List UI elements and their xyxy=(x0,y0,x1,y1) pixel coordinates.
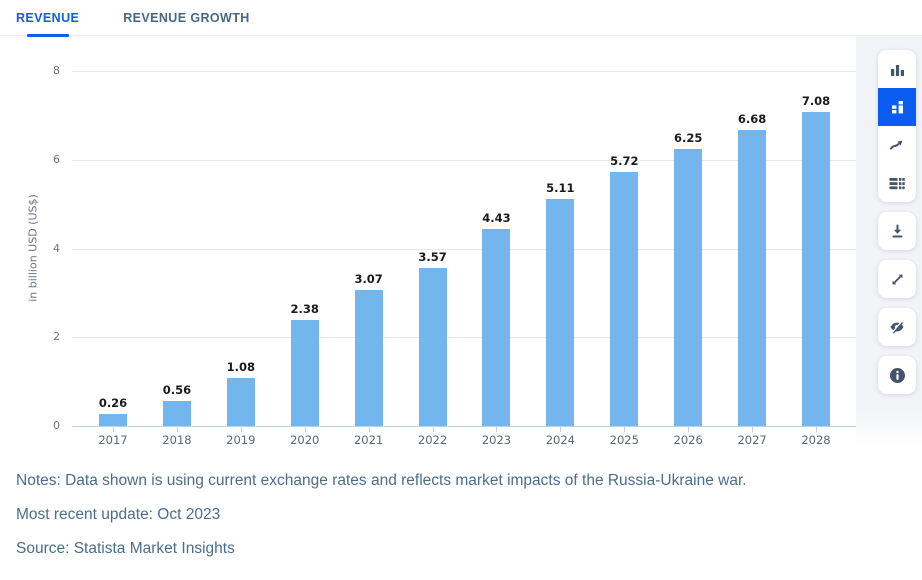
x-axis-label: 2024 xyxy=(545,433,575,447)
bar-2024[interactable] xyxy=(546,199,575,426)
download-icon[interactable] xyxy=(878,212,916,250)
tab-revenue-growth-label: REVENUE GROWTH xyxy=(123,10,250,25)
bar-2023[interactable] xyxy=(482,229,511,426)
info-icon[interactable] xyxy=(878,356,916,394)
x-axis-label: 2026 xyxy=(673,433,703,447)
gridline xyxy=(72,159,856,161)
x-axis-label: 2017 xyxy=(98,433,128,447)
gridline xyxy=(72,248,856,250)
x-axis-tick xyxy=(752,427,754,432)
download-card xyxy=(878,212,916,250)
chart-notes: Notes: Data shown is using current excha… xyxy=(16,470,902,572)
y-tick-label: 6 xyxy=(53,152,60,166)
bar-value-label: 5.11 xyxy=(546,181,575,196)
x-axis-tick xyxy=(816,427,817,432)
x-axis-label: 2025 xyxy=(609,433,639,447)
bar-value-label: 0.56 xyxy=(162,383,192,398)
bar-value-label: 6.25 xyxy=(673,130,703,145)
x-axis-tick xyxy=(496,427,498,432)
expand-card xyxy=(878,260,916,298)
bar-value-label: 6.68 xyxy=(737,111,767,126)
x-axis-tick xyxy=(113,427,114,432)
chart-plot: in billion USD (US$) 0 2 4 6 8 0.26 2017 0.56 20… xyxy=(27,64,856,447)
x-axis-label: 2028 xyxy=(801,433,831,447)
bar-value-label: 3.57 xyxy=(418,249,447,264)
y-tick-label: 8 xyxy=(53,64,60,77)
tab-revenue[interactable]: REVENUE xyxy=(16,0,80,37)
bar-value-label: 1.08 xyxy=(226,360,255,375)
bar-value-label: 3.07 xyxy=(354,271,383,286)
bar-2017[interactable] xyxy=(99,414,127,426)
chart-toolbar xyxy=(878,50,916,394)
hide-card xyxy=(878,308,916,346)
source-line: Source: Statista Market Insights xyxy=(16,540,235,557)
x-axis-tick xyxy=(688,427,690,432)
y-tick-label: 4 xyxy=(53,241,60,255)
tab-bar: REVENUE REVENUE GROWTH xyxy=(0,0,922,37)
x-axis-tick xyxy=(432,427,434,432)
tab-revenue-growth[interactable]: REVENUE GROWTH xyxy=(123,0,249,36)
data-table-icon[interactable] xyxy=(878,164,916,202)
x-axis-tick xyxy=(240,427,242,432)
x-axis-tick xyxy=(560,427,562,432)
bar-2025[interactable] xyxy=(610,172,639,426)
column-blocks-icon[interactable] xyxy=(878,88,916,126)
x-axis-label: 2023 xyxy=(481,433,512,447)
bar-2019[interactable] xyxy=(226,378,255,426)
gridline xyxy=(72,71,856,72)
x-axis-line xyxy=(72,426,856,427)
x-axis-label: 2022 xyxy=(417,433,448,447)
bar-2026[interactable] xyxy=(674,148,703,426)
y-tick-label: 2 xyxy=(53,330,60,344)
info-card xyxy=(878,356,916,394)
bar-2028[interactable] xyxy=(802,111,830,426)
expand-icon[interactable] xyxy=(878,260,916,298)
view-switcher-card xyxy=(878,50,916,202)
bar-2022[interactable] xyxy=(418,267,447,426)
y-tick-label: 0 xyxy=(53,419,60,432)
hide-eye-icon[interactable] xyxy=(878,308,916,346)
bar-value-label: 4.43 xyxy=(482,211,511,226)
active-tab-underline xyxy=(26,33,69,37)
bar-2027[interactable] xyxy=(738,129,767,426)
x-axis-label: 2018 xyxy=(162,433,192,447)
x-axis-label: 2020 xyxy=(290,433,320,447)
tab-revenue-label: REVENUE xyxy=(16,10,80,25)
bar-2021[interactable] xyxy=(354,289,383,426)
bar-2018[interactable] xyxy=(162,401,191,426)
update-line: Most recent update: Oct 2023 xyxy=(16,506,221,523)
x-axis-label: 2019 xyxy=(226,433,256,447)
x-axis-tick xyxy=(624,427,626,432)
bar-value-label: 7.08 xyxy=(801,93,831,108)
bar-chart-icon[interactable] xyxy=(878,50,916,88)
x-axis-tick xyxy=(176,427,178,432)
gridline xyxy=(72,337,856,339)
bar-value-label: 0.26 xyxy=(98,396,128,411)
x-axis-tick xyxy=(304,427,306,432)
bar-value-label: 5.72 xyxy=(610,154,639,169)
notes-line: Notes: Data shown is using current excha… xyxy=(16,472,747,489)
x-axis-tick xyxy=(368,427,370,432)
x-axis-label: 2027 xyxy=(737,433,767,447)
trend-arrow-icon[interactable] xyxy=(878,126,916,164)
bar-2020[interactable] xyxy=(290,320,319,426)
x-axis-label: 2021 xyxy=(353,433,384,447)
bar-value-label: 2.38 xyxy=(290,302,319,317)
